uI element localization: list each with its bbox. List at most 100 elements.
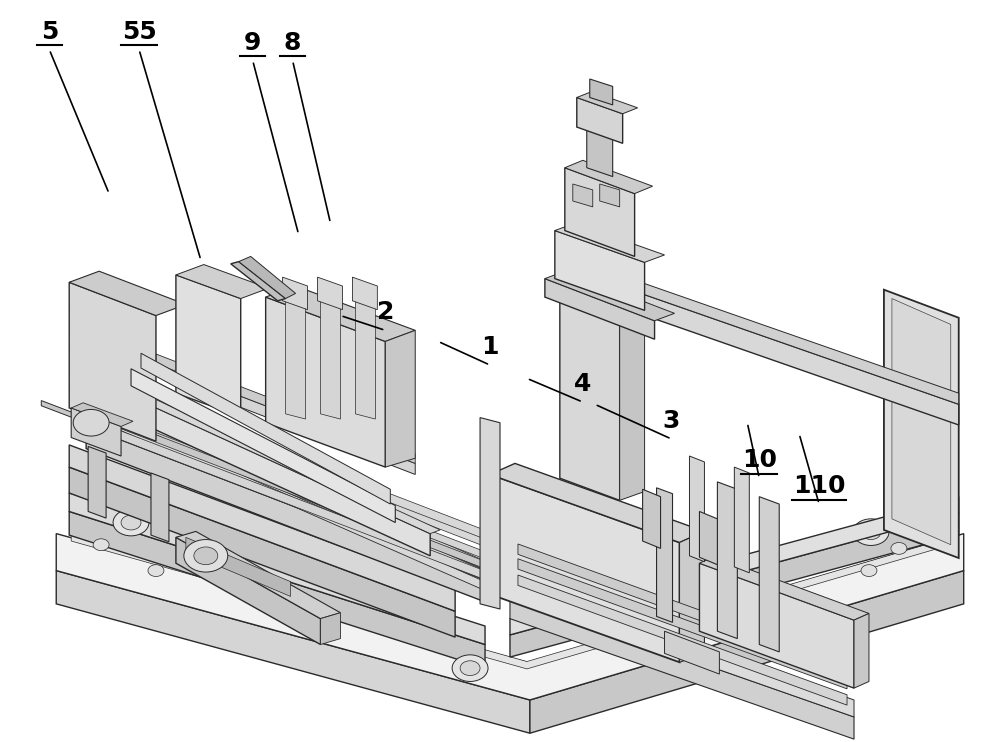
Polygon shape [643,489,661,548]
Polygon shape [286,299,306,419]
Polygon shape [156,364,415,474]
Polygon shape [283,277,308,309]
Polygon shape [71,533,951,669]
Polygon shape [665,631,719,674]
Polygon shape [320,613,340,645]
Polygon shape [86,427,490,604]
Text: 4: 4 [574,372,591,396]
Text: 110: 110 [793,474,845,498]
Polygon shape [854,614,869,688]
Circle shape [121,515,141,530]
Polygon shape [717,482,737,639]
Polygon shape [699,563,854,688]
Polygon shape [699,556,869,620]
Circle shape [460,661,480,675]
Polygon shape [560,288,645,319]
Polygon shape [231,262,286,301]
Polygon shape [510,597,854,739]
Polygon shape [510,580,854,717]
Polygon shape [620,310,645,500]
Polygon shape [892,298,951,545]
Polygon shape [156,354,415,464]
Circle shape [93,539,109,551]
Polygon shape [176,265,269,298]
Polygon shape [567,257,959,404]
Polygon shape [680,531,704,663]
Polygon shape [480,418,500,609]
Polygon shape [590,79,613,105]
Circle shape [452,655,488,681]
Polygon shape [490,464,704,542]
Circle shape [853,519,889,545]
Polygon shape [518,559,847,689]
Polygon shape [266,297,385,467]
Polygon shape [88,447,106,518]
Polygon shape [86,377,490,541]
Polygon shape [689,456,704,562]
Polygon shape [530,571,964,733]
Text: 1: 1 [481,335,499,359]
Polygon shape [734,467,749,573]
Polygon shape [600,184,620,207]
Circle shape [148,565,164,577]
Polygon shape [69,272,186,315]
Circle shape [73,410,109,436]
Polygon shape [555,223,665,263]
Circle shape [194,547,218,565]
Polygon shape [86,398,490,561]
Polygon shape [577,97,623,143]
Polygon shape [69,493,485,645]
Polygon shape [86,386,490,572]
Circle shape [861,525,881,539]
Polygon shape [176,537,320,645]
Polygon shape [86,395,490,582]
Polygon shape [657,487,673,623]
Circle shape [891,542,907,554]
Circle shape [184,539,228,572]
Polygon shape [587,118,613,177]
Polygon shape [131,369,395,522]
Polygon shape [116,390,430,556]
Text: 3: 3 [663,409,680,433]
Polygon shape [116,386,440,533]
Polygon shape [41,401,76,419]
Polygon shape [71,408,121,456]
Polygon shape [699,511,717,565]
Text: 5: 5 [41,19,58,44]
Polygon shape [141,353,390,504]
Polygon shape [385,330,415,467]
Polygon shape [490,474,680,663]
Polygon shape [518,575,847,705]
Polygon shape [352,277,377,309]
Text: 2: 2 [377,301,394,324]
Polygon shape [884,289,959,558]
Polygon shape [565,160,653,194]
Polygon shape [176,531,340,619]
Polygon shape [577,91,638,114]
Polygon shape [545,278,655,339]
Text: 10: 10 [742,448,777,472]
Circle shape [861,565,877,577]
Polygon shape [573,184,593,207]
Polygon shape [510,496,959,635]
Polygon shape [69,511,485,668]
Polygon shape [239,257,296,298]
Polygon shape [86,418,490,582]
Polygon shape [151,473,169,542]
Polygon shape [69,467,455,637]
Polygon shape [69,282,156,441]
Circle shape [113,509,149,536]
Polygon shape [518,544,847,674]
Polygon shape [719,508,735,636]
Polygon shape [759,496,779,652]
Polygon shape [56,571,530,733]
Polygon shape [86,384,490,548]
Polygon shape [266,286,415,341]
Text: 55: 55 [122,19,156,44]
Polygon shape [86,412,490,582]
Polygon shape [320,299,340,419]
Polygon shape [567,268,959,425]
Polygon shape [71,403,133,427]
Text: 8: 8 [284,30,301,55]
Polygon shape [86,408,490,571]
